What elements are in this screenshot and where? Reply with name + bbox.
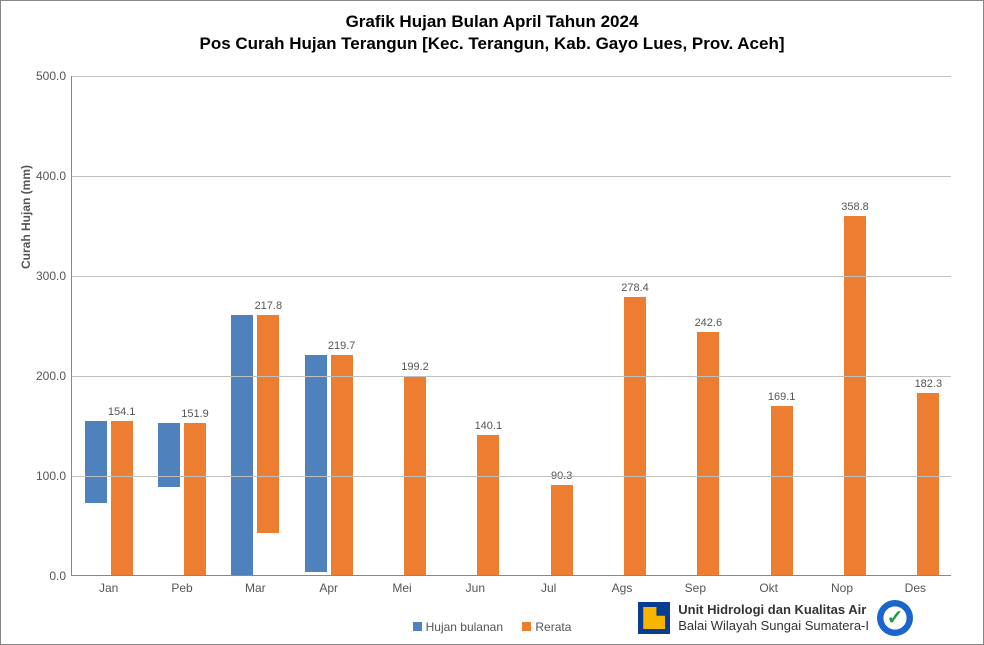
y-tick-label: 100.0: [36, 469, 66, 483]
bar: [231, 315, 253, 575]
bar-group: 219.7: [305, 355, 353, 575]
title-line-2: Pos Curah Hujan Terangun [Kec. Terangun,…: [1, 33, 983, 55]
bar-value-label: 169.1: [768, 391, 796, 403]
bar: [158, 423, 180, 487]
certification-badge-icon: ✓: [877, 600, 913, 636]
legend-item-rerata: Rerata: [522, 620, 571, 634]
bar-value-label: 199.2: [401, 361, 429, 373]
bar: 140.1: [477, 435, 499, 575]
bar-value-label: 182.3: [915, 378, 943, 390]
bar: [305, 355, 327, 572]
bar: [85, 421, 107, 503]
y-tick-label: 0.0: [49, 569, 66, 583]
check-icon: ✓: [887, 608, 904, 628]
bar-group: 140.1: [451, 435, 499, 575]
footer-organization: Unit Hidrologi dan Kualitas Air Balai Wi…: [638, 600, 913, 636]
footer-line-1: Unit Hidrologi dan Kualitas Air: [678, 602, 869, 618]
bar: 154.1: [111, 421, 133, 575]
bar-value-label: 219.7: [328, 340, 356, 352]
bar-group: 278.4: [598, 297, 646, 575]
x-tick-label: Ags: [612, 581, 633, 595]
y-tick-label: 200.0: [36, 369, 66, 383]
x-tick-label: Nop: [831, 581, 853, 595]
bar-value-label: 217.8: [255, 300, 283, 312]
bar: 219.7: [331, 355, 353, 575]
bar: 358.8: [844, 216, 866, 575]
x-tick-label: Jul: [541, 581, 556, 595]
x-tick-label: Peb: [171, 581, 192, 595]
grid-line: [72, 376, 951, 377]
grid-line: [72, 176, 951, 177]
bar-value-label: 140.1: [475, 420, 503, 432]
y-tick-label: 400.0: [36, 169, 66, 183]
footer-line-2: Balai Wilayah Sungai Sumatera-I: [678, 618, 869, 634]
bar: 169.1: [771, 406, 793, 575]
bars-layer: 154.1 151.9 217.8 219.7 199.2 140.1 90.3 278.4 2…: [72, 76, 951, 575]
y-tick-label: 500.0: [36, 69, 66, 83]
grid-line: [72, 476, 951, 477]
bar-value-label: 151.9: [181, 408, 209, 420]
x-tick-label: Mar: [245, 581, 266, 595]
bar-group: 358.8: [818, 216, 866, 575]
chart-title: Grafik Hujan Bulan April Tahun 2024 Pos …: [1, 1, 983, 55]
bar: 151.9: [184, 423, 206, 575]
x-tick-label: Des: [905, 581, 926, 595]
y-tick-label: 300.0: [36, 269, 66, 283]
bar: 217.8: [257, 315, 279, 533]
bar-group: 151.9: [158, 423, 206, 575]
legend-item-hujan: Hujan bulanan: [413, 620, 503, 634]
bar-value-label: 242.6: [695, 317, 723, 329]
x-tick-label: Jun: [466, 581, 485, 595]
chart-container: Grafik Hujan Bulan April Tahun 2024 Pos …: [1, 1, 983, 644]
footer-text: Unit Hidrologi dan Kualitas Air Balai Wi…: [678, 602, 869, 633]
bar: 90.3: [551, 485, 573, 575]
bar-group: 242.6: [671, 332, 719, 575]
legend-swatch: [413, 622, 422, 631]
bar-group: 217.8: [231, 315, 279, 575]
grid-line: [72, 76, 951, 77]
x-tick-label: Mei: [392, 581, 411, 595]
bar-group: 90.3: [525, 485, 573, 575]
bar-group: 154.1: [85, 421, 133, 575]
x-tick-label: Apr: [319, 581, 338, 595]
y-axis-label: Curah Hujan (mm): [19, 165, 33, 269]
x-tick-label: Jan: [99, 581, 118, 595]
bar: 182.3: [917, 393, 939, 575]
bar-value-label: 358.8: [841, 201, 869, 213]
bar-group: 182.3: [891, 393, 939, 575]
bar-value-label: 154.1: [108, 406, 136, 418]
x-tick-label: Okt: [759, 581, 778, 595]
bar: 242.6: [697, 332, 719, 575]
title-line-1: Grafik Hujan Bulan April Tahun 2024: [1, 11, 983, 33]
plot-area: 154.1 151.9 217.8 219.7 199.2 140.1 90.3 278.4 2…: [71, 76, 951, 576]
grid-line: [72, 276, 951, 277]
legend-swatch: [522, 622, 531, 631]
bar-value-label: 278.4: [621, 282, 649, 294]
legend-label: Rerata: [535, 620, 571, 634]
pu-logo-icon: [638, 602, 670, 634]
bar: 278.4: [624, 297, 646, 575]
x-tick-label: Sep: [685, 581, 706, 595]
bar-group: 169.1: [745, 406, 793, 575]
legend-label: Hujan bulanan: [426, 620, 503, 634]
